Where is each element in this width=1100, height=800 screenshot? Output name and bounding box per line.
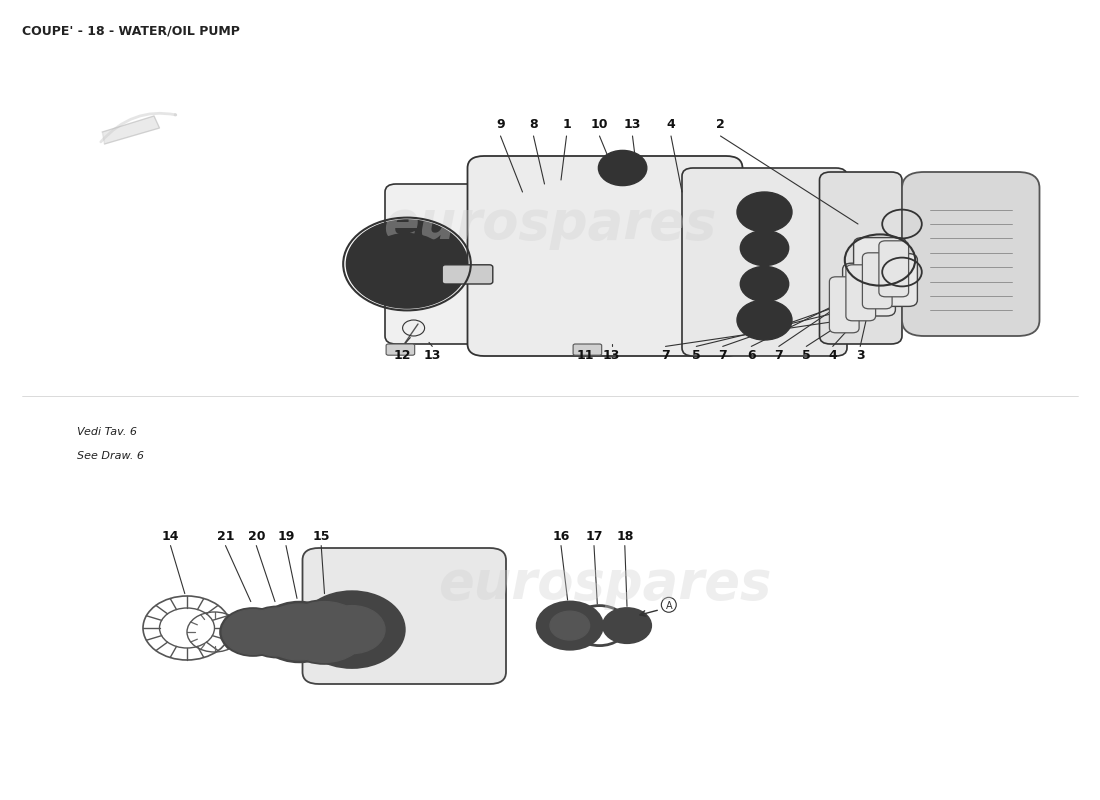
Circle shape <box>244 608 310 656</box>
Text: 10: 10 <box>591 118 608 130</box>
Text: 3: 3 <box>856 350 865 362</box>
Circle shape <box>319 606 385 654</box>
FancyBboxPatch shape <box>862 253 892 309</box>
Circle shape <box>242 606 312 658</box>
FancyBboxPatch shape <box>843 263 895 316</box>
Text: $\mathsf{A}$: $\mathsf{A}$ <box>664 598 673 611</box>
Text: 4: 4 <box>667 118 675 130</box>
Text: See Draw. 6: See Draw. 6 <box>77 451 144 461</box>
Text: 14: 14 <box>162 530 179 542</box>
Text: 20: 20 <box>248 530 265 542</box>
Circle shape <box>550 611 590 640</box>
FancyBboxPatch shape <box>302 548 506 684</box>
Text: $\mathsf{A}$: $\mathsf{A}$ <box>439 262 448 274</box>
FancyBboxPatch shape <box>573 344 602 355</box>
Text: 7: 7 <box>774 350 783 362</box>
Text: Vedi Tav. 6: Vedi Tav. 6 <box>77 427 138 437</box>
Text: 16: 16 <box>552 530 570 542</box>
FancyBboxPatch shape <box>902 172 1040 336</box>
Circle shape <box>283 602 366 662</box>
Circle shape <box>737 192 792 232</box>
Text: 1: 1 <box>562 118 571 130</box>
Circle shape <box>280 600 368 664</box>
Circle shape <box>603 608 651 643</box>
Circle shape <box>220 608 286 656</box>
Text: 9: 9 <box>496 118 505 130</box>
Circle shape <box>537 602 603 650</box>
Text: COUPE' - 18 - WATER/OIL PUMP: COUPE' - 18 - WATER/OIL PUMP <box>22 24 240 37</box>
Text: 13: 13 <box>624 118 641 130</box>
Text: 7: 7 <box>661 350 670 362</box>
Circle shape <box>748 308 781 332</box>
Circle shape <box>257 602 341 662</box>
FancyBboxPatch shape <box>442 265 493 284</box>
Text: 5: 5 <box>692 350 701 362</box>
Circle shape <box>748 200 781 224</box>
Text: 6: 6 <box>747 350 756 362</box>
FancyBboxPatch shape <box>846 265 876 321</box>
FancyBboxPatch shape <box>820 172 902 344</box>
FancyBboxPatch shape <box>385 184 539 344</box>
Text: 8: 8 <box>529 118 538 130</box>
Circle shape <box>740 266 789 302</box>
FancyBboxPatch shape <box>468 156 742 356</box>
Text: 5: 5 <box>802 350 811 362</box>
Text: 15: 15 <box>312 530 330 542</box>
Circle shape <box>750 274 779 294</box>
Circle shape <box>261 604 338 660</box>
Text: 19: 19 <box>277 530 295 542</box>
FancyBboxPatch shape <box>865 254 917 306</box>
Text: eurospares: eurospares <box>383 198 717 250</box>
Text: 11: 11 <box>576 350 594 362</box>
Text: 2: 2 <box>716 118 725 130</box>
Circle shape <box>346 220 468 308</box>
Text: 12: 12 <box>394 350 411 362</box>
Polygon shape <box>102 116 160 144</box>
Circle shape <box>750 238 779 258</box>
Circle shape <box>598 150 647 186</box>
FancyArrowPatch shape <box>101 114 176 142</box>
Circle shape <box>365 234 449 294</box>
Text: 7: 7 <box>718 350 727 362</box>
FancyBboxPatch shape <box>682 168 847 356</box>
Text: 21: 21 <box>217 530 234 542</box>
Text: 4: 4 <box>828 350 837 362</box>
Circle shape <box>299 591 405 668</box>
Circle shape <box>737 300 792 340</box>
FancyBboxPatch shape <box>386 344 415 355</box>
Circle shape <box>222 610 284 654</box>
Text: 13: 13 <box>424 350 441 362</box>
FancyBboxPatch shape <box>854 238 906 290</box>
Text: 13: 13 <box>603 350 620 362</box>
FancyBboxPatch shape <box>829 277 859 333</box>
Text: eurospares: eurospares <box>438 558 772 610</box>
Circle shape <box>740 230 789 266</box>
Text: 18: 18 <box>616 530 634 542</box>
FancyBboxPatch shape <box>879 241 909 297</box>
Text: 17: 17 <box>585 530 603 542</box>
